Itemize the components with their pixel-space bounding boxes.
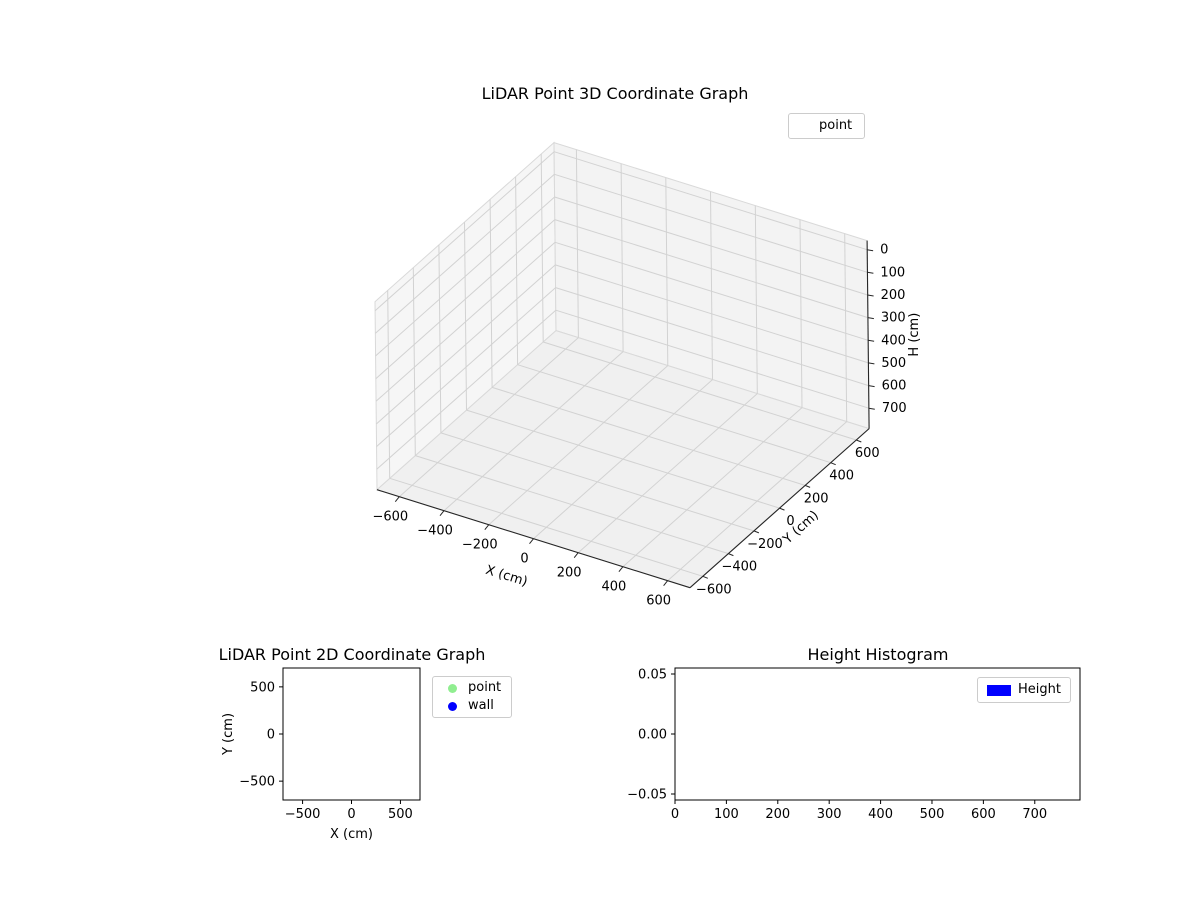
legend-handle [443, 683, 461, 693]
legend-label-height: Height [1018, 682, 1061, 697]
legend-label-point-2d: point [468, 680, 502, 695]
svg-text:600: 600 [882, 379, 907, 394]
svg-text:100: 100 [880, 265, 905, 280]
svg-text:−0.05: −0.05 [627, 788, 667, 803]
svg-text:−500: −500 [285, 807, 321, 822]
svg-text:0.00: 0.00 [638, 728, 667, 743]
legend-entry-point: point [443, 680, 501, 696]
svg-text:400: 400 [881, 333, 906, 348]
legend-entry-wall: wall [443, 698, 501, 714]
svg-text:400: 400 [829, 469, 854, 484]
legend-3d: point [788, 113, 866, 139]
svg-text:300: 300 [817, 807, 842, 822]
svg-text:200: 200 [804, 491, 829, 506]
svg-text:700: 700 [882, 401, 907, 416]
svg-text:0: 0 [267, 728, 275, 743]
legend-handle [443, 701, 461, 711]
point-marker-icon [447, 683, 457, 693]
svg-text:0.05: 0.05 [638, 668, 667, 683]
svg-text:0: 0 [880, 243, 888, 258]
svg-text:200: 200 [557, 566, 582, 581]
point-marker-icon [800, 122, 809, 131]
svg-text:X (cm): X (cm) [330, 827, 373, 842]
svg-text:600: 600 [646, 594, 671, 609]
svg-text:−400: −400 [417, 524, 453, 539]
legend-label-wall-2d: wall [468, 698, 494, 713]
legend-histogram: Height [977, 677, 1071, 703]
svg-text:500: 500 [250, 680, 275, 695]
svg-text:−200: −200 [747, 537, 783, 552]
svg-text:−600: −600 [696, 582, 732, 597]
svg-text:500: 500 [881, 356, 906, 371]
axes-3d: −600−400−2000200400600−600−400−200020040… [372, 141, 922, 609]
svg-text:0: 0 [786, 514, 794, 529]
height-swatch-icon [987, 684, 1011, 696]
svg-text:0: 0 [671, 807, 679, 822]
svg-text:−500: −500 [239, 775, 275, 790]
svg-text:−400: −400 [722, 560, 758, 575]
svg-text:700: 700 [1022, 807, 1047, 822]
chart-title-3d: LiDAR Point 3D Coordinate Graph [481, 84, 749, 103]
wall-marker-icon [447, 701, 457, 711]
svg-text:600: 600 [971, 807, 996, 822]
svg-text:300: 300 [881, 311, 906, 326]
legend-handle [795, 122, 813, 131]
plot-frame [282, 667, 421, 801]
svg-text:H (cm): H (cm) [907, 313, 922, 357]
svg-text:0: 0 [347, 807, 355, 822]
legend-label-point-3d: point [819, 118, 853, 133]
svg-text:200: 200 [881, 288, 906, 303]
chart-title-2d: LiDAR Point 2D Coordinate Graph [218, 645, 486, 664]
svg-text:400: 400 [868, 807, 893, 822]
svg-text:100: 100 [714, 807, 739, 822]
svg-text:−200: −200 [462, 538, 498, 553]
chart-title-histogram: Height Histogram [807, 645, 949, 664]
svg-text:400: 400 [601, 580, 626, 595]
svg-text:500: 500 [388, 807, 413, 822]
svg-text:X (cm): X (cm) [484, 563, 530, 590]
legend-2d: point wall [432, 676, 513, 718]
svg-text:−600: −600 [372, 510, 408, 525]
svg-text:500: 500 [920, 807, 945, 822]
svg-text:Y (cm): Y (cm) [221, 713, 236, 756]
svg-text:200: 200 [765, 807, 790, 822]
svg-text:600: 600 [855, 446, 880, 461]
axes-2d: −500 0 500 −500 0 500 X (cm) Y (cm) [221, 667, 421, 842]
svg-text:0: 0 [520, 552, 528, 567]
